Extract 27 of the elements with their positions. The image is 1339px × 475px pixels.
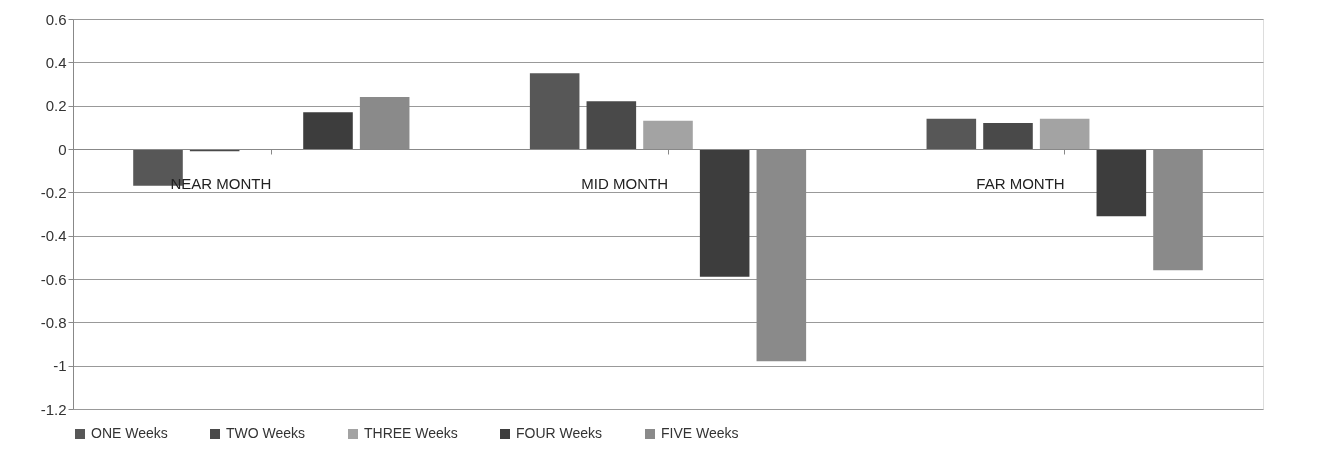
y-tick-label: 0.6 xyxy=(45,10,67,28)
bar xyxy=(983,123,1033,149)
y-tick-label: -1 xyxy=(53,357,67,375)
legend-label: FOUR Weeks xyxy=(516,425,603,441)
y-tick-label: -0.2 xyxy=(40,183,67,201)
x-tick-label: FAR MONTH xyxy=(976,174,1065,192)
x-tick-label: NEAR MONTH xyxy=(170,174,272,192)
y-tick-label: -0.4 xyxy=(40,227,67,245)
bar xyxy=(529,73,580,149)
y-tick-label: -1.2 xyxy=(40,400,67,418)
legend-label: TWO Weeks xyxy=(226,425,306,441)
bar xyxy=(1096,149,1147,217)
legend-label: THREE Weeks xyxy=(364,425,458,441)
y-tick-label: 0 xyxy=(58,140,67,158)
bar xyxy=(1039,118,1090,149)
bar xyxy=(643,120,693,149)
y-tick-label: 0.4 xyxy=(45,53,67,71)
y-tick-label: 0.2 xyxy=(45,97,67,115)
bar xyxy=(586,101,637,149)
bar xyxy=(303,112,353,149)
legend-label: FIVE Weeks xyxy=(661,425,739,441)
bar xyxy=(699,149,750,277)
y-tick-label: -0.6 xyxy=(40,270,67,288)
legend-label: ONE Weeks xyxy=(91,425,168,441)
bar xyxy=(926,118,977,149)
x-tick-label: MID MONTH xyxy=(581,174,668,192)
y-tick-label: -0.8 xyxy=(40,313,67,331)
